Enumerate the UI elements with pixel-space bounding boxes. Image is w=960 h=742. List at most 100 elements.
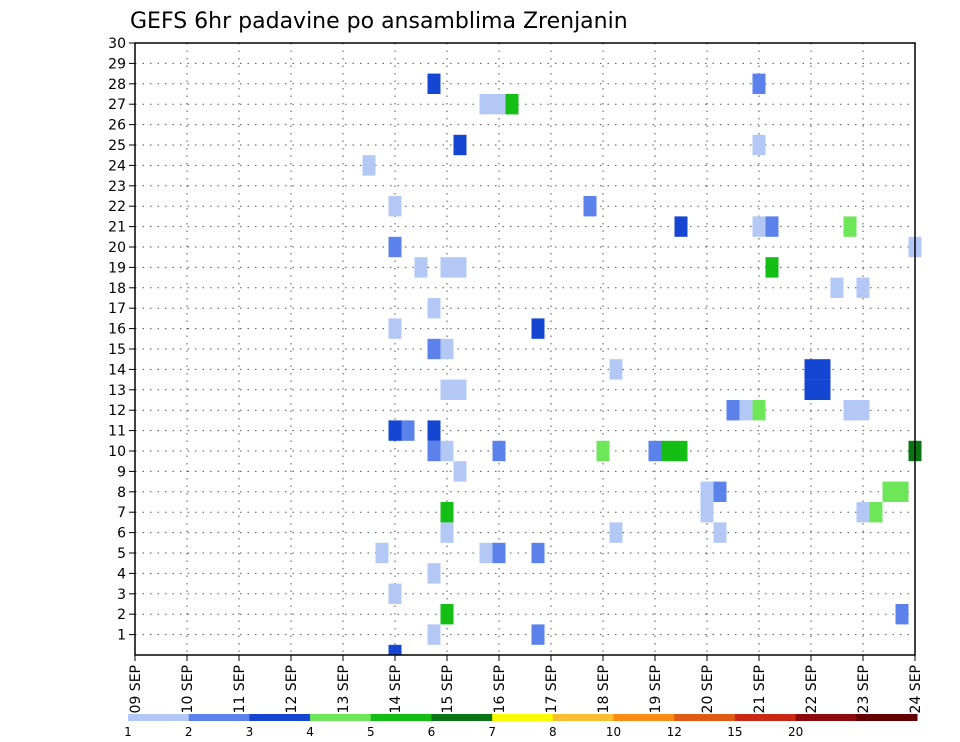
y-tick-label: 24 xyxy=(108,158,126,174)
legend-label: 3 xyxy=(246,725,254,739)
legend-swatch xyxy=(249,714,311,721)
data-cell xyxy=(843,216,857,237)
data-cell xyxy=(440,502,454,523)
x-tick-label: 13 SEP xyxy=(336,665,352,713)
data-cell xyxy=(856,400,870,421)
legend-swatch xyxy=(431,714,493,721)
y-tick-label: 9 xyxy=(117,464,126,480)
data-cell xyxy=(674,440,688,462)
data-cell xyxy=(531,542,545,564)
y-tick-label: 5 xyxy=(117,546,126,562)
data-cell xyxy=(388,318,402,339)
legend-swatch xyxy=(552,714,615,721)
y-tick-label: 20 xyxy=(108,240,126,256)
data-cell xyxy=(427,298,441,319)
data-cell xyxy=(752,400,766,421)
y-tick-label: 15 xyxy=(108,342,126,358)
data-cell xyxy=(453,134,467,156)
legend-label: 10 xyxy=(606,725,621,739)
data-cell xyxy=(479,542,493,564)
data-cells xyxy=(362,73,922,655)
x-tick-label: 17 SEP xyxy=(544,665,560,713)
y-tick-label: 16 xyxy=(108,322,126,338)
y-tick-label: 21 xyxy=(108,220,126,236)
data-cell xyxy=(492,94,506,115)
data-cell xyxy=(713,481,727,502)
legend-swatch xyxy=(795,714,857,721)
data-cell xyxy=(596,440,610,462)
x-tick-label: 12 SEP xyxy=(284,665,300,713)
y-tick-label: 28 xyxy=(108,77,126,93)
data-cell xyxy=(830,277,844,298)
data-cell xyxy=(856,277,870,298)
data-cell xyxy=(726,400,740,421)
x-tick-label: 11 SEP xyxy=(232,665,248,713)
data-cell xyxy=(453,461,467,482)
legend-swatch xyxy=(310,714,372,721)
x-tick-label: 18 SEP xyxy=(596,665,612,713)
y-tick-label: 14 xyxy=(108,362,126,378)
legend-label: 12 xyxy=(667,725,682,739)
x-tick-label: 23 SEP xyxy=(856,665,872,713)
y-tick-label: 7 xyxy=(117,505,126,521)
legend-swatch xyxy=(856,714,918,721)
y-tick-label: 11 xyxy=(108,424,126,440)
data-cell xyxy=(752,216,766,237)
chart-title: GEFS 6hr padavine po ansamblima Zrenjani… xyxy=(130,9,628,34)
y-tick-label: 22 xyxy=(108,199,126,215)
data-cell xyxy=(492,542,506,564)
data-cell xyxy=(531,624,545,645)
x-tick-label: 09 SEP xyxy=(128,665,144,713)
y-tick-label: 29 xyxy=(108,56,126,72)
legend-swatch xyxy=(188,714,250,721)
legend-label: 20 xyxy=(788,725,803,739)
data-cell xyxy=(388,196,402,217)
data-cell xyxy=(375,542,389,564)
data-cell xyxy=(362,155,376,176)
data-cell xyxy=(531,318,545,339)
data-cell xyxy=(609,359,623,380)
data-cell xyxy=(479,94,493,115)
legend-swatch xyxy=(370,714,432,721)
x-tick-label: 21 SEP xyxy=(752,665,768,713)
x-tick-label: 19 SEP xyxy=(648,665,664,713)
y-tick-label: 27 xyxy=(108,97,126,113)
data-cell xyxy=(752,134,766,156)
legend-label: 2 xyxy=(185,725,193,739)
y-axis: 1234567891011121314151617181920212223242… xyxy=(108,36,135,644)
legend-label: 6 xyxy=(428,725,436,739)
y-tick-label: 3 xyxy=(117,587,126,603)
x-tick-label: 20 SEP xyxy=(700,665,716,713)
data-cell xyxy=(765,257,779,278)
data-cell xyxy=(583,196,597,217)
legend-swatch xyxy=(613,714,675,721)
y-tick-label: 26 xyxy=(108,118,126,134)
data-cell xyxy=(440,522,454,543)
data-cell xyxy=(804,359,818,380)
y-tick-label: 2 xyxy=(117,607,126,623)
y-tick-label: 18 xyxy=(108,281,126,297)
data-cell xyxy=(700,481,714,502)
data-cell xyxy=(440,604,454,625)
data-cell xyxy=(440,257,454,278)
data-cell xyxy=(752,73,766,94)
legend-label: 15 xyxy=(727,725,742,739)
data-cell xyxy=(401,420,415,441)
data-cell xyxy=(869,502,883,523)
data-cell xyxy=(388,420,402,441)
data-cell xyxy=(492,440,506,462)
data-cell xyxy=(609,522,623,543)
y-tick-label: 25 xyxy=(108,138,126,154)
color-legend: 1 2 3 4 5 6 7 8 10 12 15 20 xyxy=(124,714,918,739)
data-cell xyxy=(713,522,727,543)
legend-label: 5 xyxy=(367,725,375,739)
data-cell xyxy=(388,644,402,655)
data-cell xyxy=(661,440,675,462)
data-cell xyxy=(440,338,454,360)
data-cell xyxy=(843,400,857,421)
data-cell xyxy=(765,216,779,237)
y-tick-label: 12 xyxy=(108,403,126,419)
legend-swatch xyxy=(492,714,554,721)
x-tick-label: 22 SEP xyxy=(804,665,820,713)
